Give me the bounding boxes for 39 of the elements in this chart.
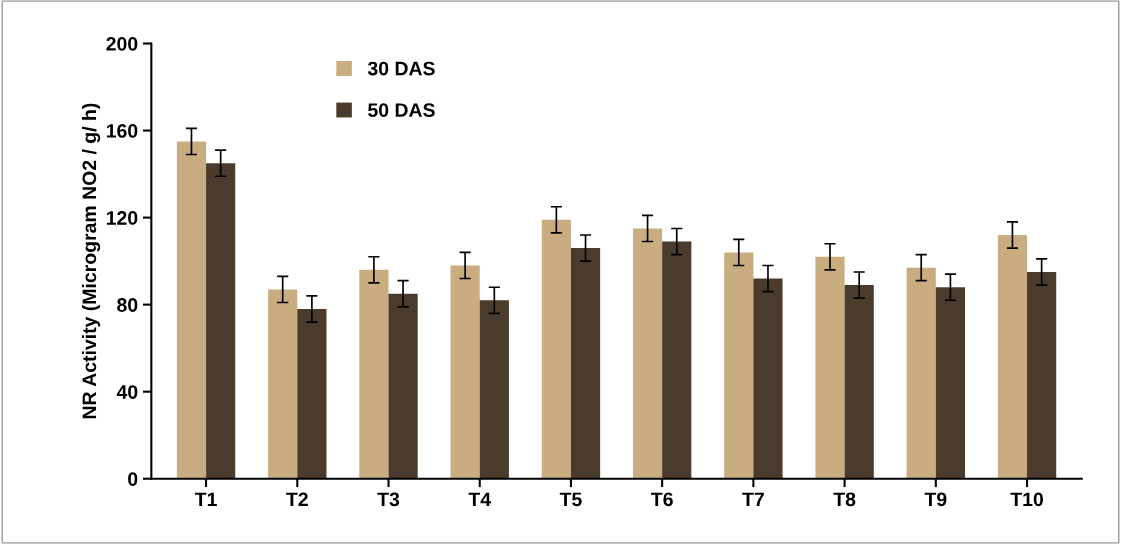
- bar: [906, 267, 936, 479]
- y-tick-label: 120: [106, 211, 138, 225]
- x-tick-label: T10: [1010, 492, 1043, 507]
- bar: [632, 228, 663, 479]
- bar: [724, 252, 754, 479]
- x-tick-label: T6: [651, 492, 673, 507]
- bar: [844, 285, 874, 479]
- bar: [206, 163, 236, 479]
- bar: [662, 241, 692, 479]
- bar: [1027, 272, 1057, 479]
- bar: [815, 256, 845, 479]
- bar: [570, 248, 601, 479]
- bar: [541, 219, 571, 479]
- bar: [359, 269, 389, 479]
- y-tick-label: 80: [117, 298, 138, 312]
- bar: [479, 300, 509, 479]
- x-tick-label: T7: [742, 492, 764, 507]
- bar: [268, 289, 298, 479]
- x-tick-label: T5: [559, 492, 582, 507]
- x-tick-label: T1: [194, 492, 217, 507]
- bar: [935, 287, 966, 479]
- x-tick-label: T2: [286, 492, 308, 507]
- legend-label: 30 DAS: [367, 61, 435, 76]
- y-tick-label: 0: [128, 472, 138, 486]
- legend-label: 50 DAS: [368, 103, 435, 117]
- bar: [297, 308, 327, 479]
- x-tick-label: T3: [377, 492, 400, 507]
- y-tick-label: 200: [106, 36, 138, 51]
- y-tick-label: 160: [106, 124, 138, 138]
- y-tick-label: 40: [116, 385, 138, 399]
- bar: [388, 293, 418, 479]
- y-axis-title: NR Activity (Microgram NO2 / g/ h): [81, 103, 101, 419]
- x-tick-label: T9: [924, 492, 947, 507]
- bar: [753, 278, 783, 479]
- bar: [176, 141, 207, 479]
- bar: [997, 235, 1028, 479]
- bar: [450, 265, 480, 479]
- x-tick-label: T8: [833, 492, 856, 507]
- x-tick-label: T4: [468, 492, 491, 507]
